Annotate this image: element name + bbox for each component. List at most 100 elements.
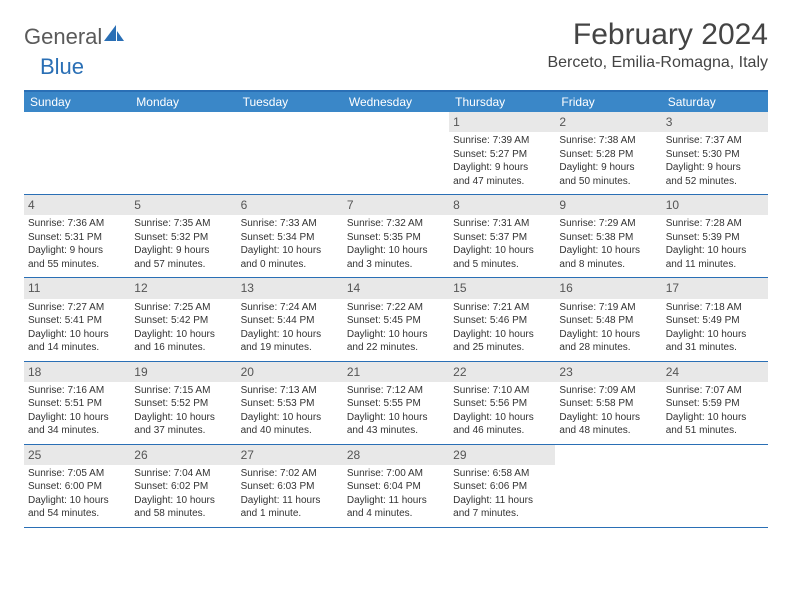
daylight-line-1: Daylight: 10 hours [347, 328, 445, 342]
day-cell: 2Sunrise: 7:38 AMSunset: 5:28 PMDaylight… [555, 112, 661, 194]
sunrise-line: Sunrise: 7:33 AM [241, 217, 339, 231]
sunrise-line: Sunrise: 7:16 AM [28, 384, 126, 398]
daylight-line-1: Daylight: 10 hours [134, 328, 232, 342]
weekday-wed: Wednesday [343, 92, 449, 112]
day-cell: 12Sunrise: 7:25 AMSunset: 5:42 PMDayligh… [130, 278, 236, 360]
sunset-line: Sunset: 5:48 PM [559, 314, 657, 328]
daylight-line-2: and 57 minutes. [134, 258, 232, 272]
day-number: 1 [449, 112, 555, 132]
day-cell: 6Sunrise: 7:33 AMSunset: 5:34 PMDaylight… [237, 195, 343, 277]
sunrise-line: Sunrise: 7:05 AM [28, 467, 126, 481]
weekday-tue: Tuesday [237, 92, 343, 112]
day-number: 21 [343, 362, 449, 382]
week-row: 25Sunrise: 7:05 AMSunset: 6:00 PMDayligh… [24, 445, 768, 528]
sunset-line: Sunset: 5:53 PM [241, 397, 339, 411]
daylight-line-1: Daylight: 10 hours [28, 494, 126, 508]
day-number: 4 [24, 195, 130, 215]
sunset-line: Sunset: 5:51 PM [28, 397, 126, 411]
day-cell: 17Sunrise: 7:18 AMSunset: 5:49 PMDayligh… [662, 278, 768, 360]
daylight-line-1: Daylight: 10 hours [28, 328, 126, 342]
day-cell: 28Sunrise: 7:00 AMSunset: 6:04 PMDayligh… [343, 445, 449, 527]
sunset-line: Sunset: 5:35 PM [347, 231, 445, 245]
daylight-line-1: Daylight: 10 hours [453, 244, 551, 258]
daylight-line-1: Daylight: 10 hours [241, 411, 339, 425]
day-cell [24, 112, 130, 194]
day-cell: 7Sunrise: 7:32 AMSunset: 5:35 PMDaylight… [343, 195, 449, 277]
daylight-line-2: and 58 minutes. [134, 507, 232, 521]
sunrise-line: Sunrise: 7:12 AM [347, 384, 445, 398]
sunset-line: Sunset: 6:04 PM [347, 480, 445, 494]
day-cell: 8Sunrise: 7:31 AMSunset: 5:37 PMDaylight… [449, 195, 555, 277]
day-cell: 4Sunrise: 7:36 AMSunset: 5:31 PMDaylight… [24, 195, 130, 277]
sunset-line: Sunset: 5:46 PM [453, 314, 551, 328]
day-number: 17 [662, 278, 768, 298]
sunset-line: Sunset: 5:27 PM [453, 148, 551, 162]
daylight-line-2: and 47 minutes. [453, 175, 551, 189]
daylight-line-1: Daylight: 10 hours [241, 328, 339, 342]
daylight-line-2: and 28 minutes. [559, 341, 657, 355]
daylight-line-2: and 54 minutes. [28, 507, 126, 521]
day-number: 10 [662, 195, 768, 215]
sunrise-line: Sunrise: 7:04 AM [134, 467, 232, 481]
daylight-line-1: Daylight: 9 hours [134, 244, 232, 258]
daylight-line-1: Daylight: 10 hours [134, 494, 232, 508]
daylight-line-2: and 52 minutes. [666, 175, 764, 189]
day-cell: 20Sunrise: 7:13 AMSunset: 5:53 PMDayligh… [237, 362, 343, 444]
sunset-line: Sunset: 5:32 PM [134, 231, 232, 245]
day-number: 6 [237, 195, 343, 215]
week-row: 18 Sunrise: 7:16 AMSunset: 5:51 PM Dayligh… [24, 362, 768, 445]
day-number: 19 [130, 362, 236, 382]
day-number: 24 [662, 362, 768, 382]
day-number: 27 [237, 445, 343, 465]
day-cell: 11Sunrise: 7:27 AMSunset: 5:41 PMDayligh… [24, 278, 130, 360]
daylight-line-1: Daylight: 9 hours [28, 244, 126, 258]
day-cell [343, 112, 449, 194]
day-cell: 23Sunrise: 7:09 AMSunset: 5:58 PMDayligh… [555, 362, 661, 444]
daylight-line-2: and 1 minute. [241, 507, 339, 521]
sunset-line: Sunset: 5:52 PM [134, 397, 232, 411]
weeks-container: 1Sunrise: 7:39 AMSunset: 5:27 PMDaylight… [24, 112, 768, 528]
day-cell [662, 445, 768, 527]
day-number: 16 [555, 278, 661, 298]
sunset-line: Sunset: 5:44 PM [241, 314, 339, 328]
day-cell: 26Sunrise: 7:04 AMSunset: 6:02 PMDayligh… [130, 445, 236, 527]
day-cell: 27Sunrise: 7:02 AMSunset: 6:03 PMDayligh… [237, 445, 343, 527]
day-cell: 25Sunrise: 7:05 AMSunset: 6:00 PMDayligh… [24, 445, 130, 527]
daylight-line-2: and 43 minutes. [347, 424, 445, 438]
sunset-line: Sunset: 5:49 PM [666, 314, 764, 328]
sunrise-line: Sunrise: 7:32 AM [347, 217, 445, 231]
day-cell [130, 112, 236, 194]
day-number: 13 [237, 278, 343, 298]
logo-text-general: General [24, 24, 102, 50]
daylight-line-2: and 34 minutes. [28, 424, 126, 438]
day-number: 15 [449, 278, 555, 298]
daylight-line-1: Daylight: 10 hours [347, 411, 445, 425]
daylight-line-1: Daylight: 11 hours [241, 494, 339, 508]
daylight-line-2: and 7 minutes. [453, 507, 551, 521]
sunset-line: Sunset: 5:58 PM [559, 397, 657, 411]
sunrise-line: Sunrise: 7:22 AM [347, 301, 445, 315]
week-row: 1Sunrise: 7:39 AMSunset: 5:27 PMDaylight… [24, 112, 768, 195]
sunset-line: Sunset: 5:45 PM [347, 314, 445, 328]
daylight-line-1: Daylight: 10 hours [666, 244, 764, 258]
day-number: 22 [449, 362, 555, 382]
day-number: 23 [555, 362, 661, 382]
sunset-line: Sunset: 5:38 PM [559, 231, 657, 245]
day-number: 8 [449, 195, 555, 215]
sunset-line: Sunset: 6:02 PM [134, 480, 232, 494]
weekday-fri: Friday [555, 92, 661, 112]
day-cell: 15Sunrise: 7:21 AMSunset: 5:46 PMDayligh… [449, 278, 555, 360]
day-number: 14 [343, 278, 449, 298]
day-number: 18 [24, 362, 130, 382]
day-cell: 29Sunrise: 6:58 AMSunset: 6:06 PMDayligh… [449, 445, 555, 527]
day-number: 7 [343, 195, 449, 215]
day-cell: 13 Sunrise: 7:24 AMSunset: 5:44 PMDayligh… [237, 278, 343, 360]
title-block: February 2024 Berceto, Emilia-Romagna, I… [547, 18, 768, 72]
daylight-line-1: Daylight: 10 hours [241, 244, 339, 258]
sunrise-line: Sunrise: 7:24 AM [241, 301, 339, 315]
sunrise-line: Sunrise: 6:58 AM [453, 467, 551, 481]
daylight-line-2: and 19 minutes. [241, 341, 339, 355]
weekday-row: Sunday Monday Tuesday Wednesday Thursday… [24, 92, 768, 112]
weekday-sat: Saturday [662, 92, 768, 112]
day-number: 12 [130, 278, 236, 298]
